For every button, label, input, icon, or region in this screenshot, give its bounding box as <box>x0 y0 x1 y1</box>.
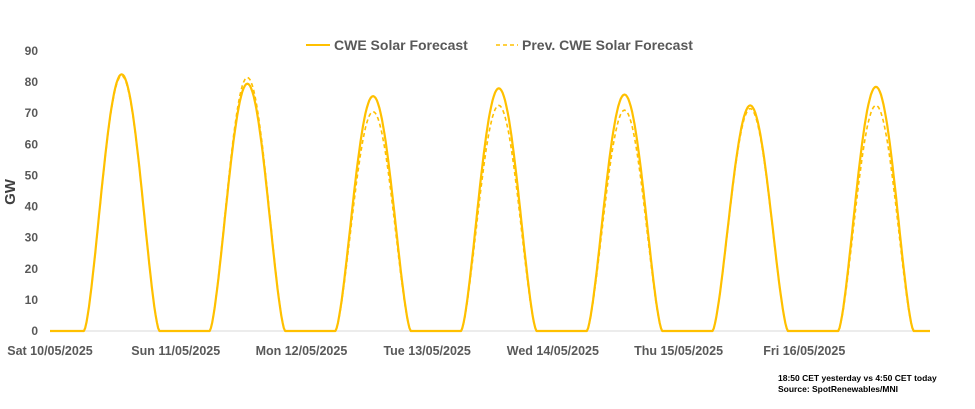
legend: CWE Solar Forecast Prev. CWE Solar Forec… <box>306 37 693 53</box>
series-line-current <box>50 73 930 333</box>
y-tick-label: 60 <box>25 137 39 151</box>
comparison-note: 18:50 CET yesterday vs 4:50 CET today <box>778 373 937 383</box>
series-line-previous <box>50 75 930 332</box>
x-tick-label: Fri 16/05/2025 <box>763 344 845 358</box>
x-tick-label: Wed 14/05/2025 <box>507 344 599 358</box>
x-tick-label: Mon 12/05/2025 <box>256 344 348 358</box>
y-tick-label: 40 <box>25 200 39 214</box>
x-tick-label: Sat 10/05/2025 <box>7 344 93 358</box>
source-note: 18:50 CET yesterday vs 4:50 CET today So… <box>778 373 937 395</box>
x-tick-label: Sun 11/05/2025 <box>131 344 220 358</box>
y-axis-label: GW <box>2 178 19 205</box>
legend-label-previous: Prev. CWE Solar Forecast <box>522 37 693 53</box>
y-tick-labels: 0 10 20 30 40 50 60 70 80 90 <box>25 44 39 338</box>
y-tick-label: 10 <box>25 293 39 307</box>
y-tick-label: 70 <box>25 106 39 120</box>
x-tick-label: Thu 15/05/2025 <box>634 344 723 358</box>
y-tick-label: 80 <box>25 75 39 89</box>
x-tick-label: Tue 13/05/2025 <box>383 344 470 358</box>
y-tick-label: 20 <box>25 262 39 276</box>
source-text: Source: SpotRenewables/MNI <box>778 384 898 394</box>
legend-label-current: CWE Solar Forecast <box>334 37 468 53</box>
y-tick-label: 30 <box>25 231 39 245</box>
y-tick-label: 90 <box>25 44 39 58</box>
x-tick-labels: Sat 10/05/2025 Sun 11/05/2025 Mon 12/05/20… <box>7 344 845 358</box>
y-tick-label: 0 <box>31 324 38 338</box>
y-tick-label: 50 <box>25 168 39 182</box>
